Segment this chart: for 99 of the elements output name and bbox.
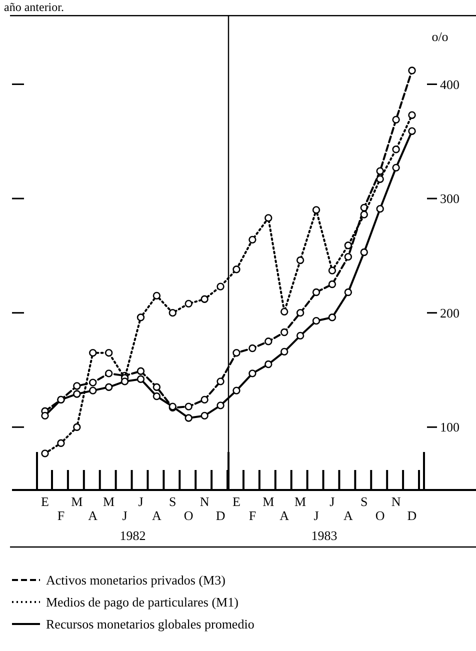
point — [344, 242, 352, 250]
point — [41, 450, 49, 458]
point — [73, 382, 81, 390]
x-tick-label: A — [280, 508, 290, 523]
point — [104, 383, 113, 391]
point — [408, 66, 416, 74]
point — [89, 378, 97, 386]
point — [280, 328, 288, 336]
x-tick-label: E — [41, 494, 50, 509]
x-tick-label: M — [294, 494, 307, 509]
point — [152, 292, 161, 300]
point — [152, 383, 161, 391]
point — [264, 214, 272, 222]
point — [408, 127, 416, 135]
point — [89, 348, 97, 357]
point — [232, 386, 240, 394]
point — [104, 370, 113, 378]
y-tick-label: 200 — [440, 305, 460, 320]
x-tick-label: F — [57, 508, 65, 523]
point — [232, 266, 240, 274]
point — [312, 206, 320, 214]
legend-label: Recursos monetarios globales promedio — [46, 616, 254, 632]
point — [41, 412, 49, 420]
point — [328, 280, 336, 288]
legend-label: Medios de pago de particulares (M1) — [46, 594, 238, 610]
y-tick-label: 300 — [440, 191, 460, 206]
x-tick-label: M — [71, 494, 84, 509]
x-tick-label: S — [360, 494, 368, 509]
point — [344, 252, 352, 261]
point — [73, 390, 81, 398]
point — [104, 348, 113, 357]
point — [248, 370, 256, 378]
chart-title: año anterior. — [4, 0, 64, 14]
text: 1983 — [311, 528, 338, 543]
x-tick-label: O — [375, 508, 385, 523]
point — [184, 300, 192, 308]
point — [89, 386, 97, 394]
point — [296, 332, 304, 340]
x-tick-label: S — [169, 494, 176, 509]
point — [184, 414, 192, 422]
x-tick-label: D — [407, 508, 417, 523]
point — [200, 295, 208, 303]
x-tick-label: O — [184, 508, 194, 523]
point — [168, 308, 176, 317]
point — [360, 210, 368, 218]
x-tick-label: E — [232, 494, 240, 509]
text: 1982 — [120, 528, 146, 543]
point — [376, 204, 384, 213]
point — [264, 360, 272, 368]
point — [200, 396, 208, 404]
x-tick-label: N — [391, 494, 402, 509]
point — [392, 116, 400, 124]
point — [152, 392, 161, 400]
point — [136, 375, 145, 383]
x-tick-label: M — [262, 494, 275, 509]
point — [408, 111, 416, 119]
point — [392, 164, 400, 172]
point — [376, 175, 384, 183]
point — [392, 146, 400, 154]
point — [376, 167, 384, 175]
point — [184, 402, 192, 410]
x-tick-label: J — [314, 508, 319, 523]
point — [216, 402, 224, 410]
x-tick-label: A — [152, 508, 162, 523]
legend-label: Activos monetarios privados (M3) — [46, 572, 226, 588]
x-tick-label: M — [103, 494, 116, 509]
point — [136, 367, 145, 375]
point — [120, 378, 129, 386]
x-tick-label: J — [330, 494, 335, 509]
point — [344, 288, 352, 296]
y-tick-label: 100 — [440, 420, 460, 435]
x-tick-label: A — [88, 508, 98, 523]
point — [280, 348, 288, 356]
point — [328, 314, 336, 322]
point — [360, 248, 368, 256]
point — [264, 338, 272, 346]
point — [296, 256, 304, 264]
point — [73, 423, 81, 431]
point — [248, 236, 256, 244]
y-tick-label: 400 — [440, 76, 460, 92]
point — [296, 308, 304, 317]
x-tick-label: J — [138, 494, 144, 509]
point — [200, 412, 208, 420]
point — [312, 288, 320, 296]
point — [312, 316, 320, 325]
point — [248, 344, 256, 352]
point — [280, 308, 288, 316]
point — [136, 314, 145, 322]
y-axis-title: o/o — [432, 29, 448, 44]
x-tick-label: D — [216, 508, 226, 523]
point — [232, 348, 240, 357]
point — [216, 378, 224, 386]
x-tick-label: J — [122, 508, 128, 523]
x-tick-label: F — [248, 508, 256, 523]
x-tick-label: N — [200, 494, 210, 509]
point — [216, 282, 224, 290]
point — [57, 439, 65, 447]
point — [328, 266, 336, 274]
x-tick-label: A — [343, 508, 354, 523]
